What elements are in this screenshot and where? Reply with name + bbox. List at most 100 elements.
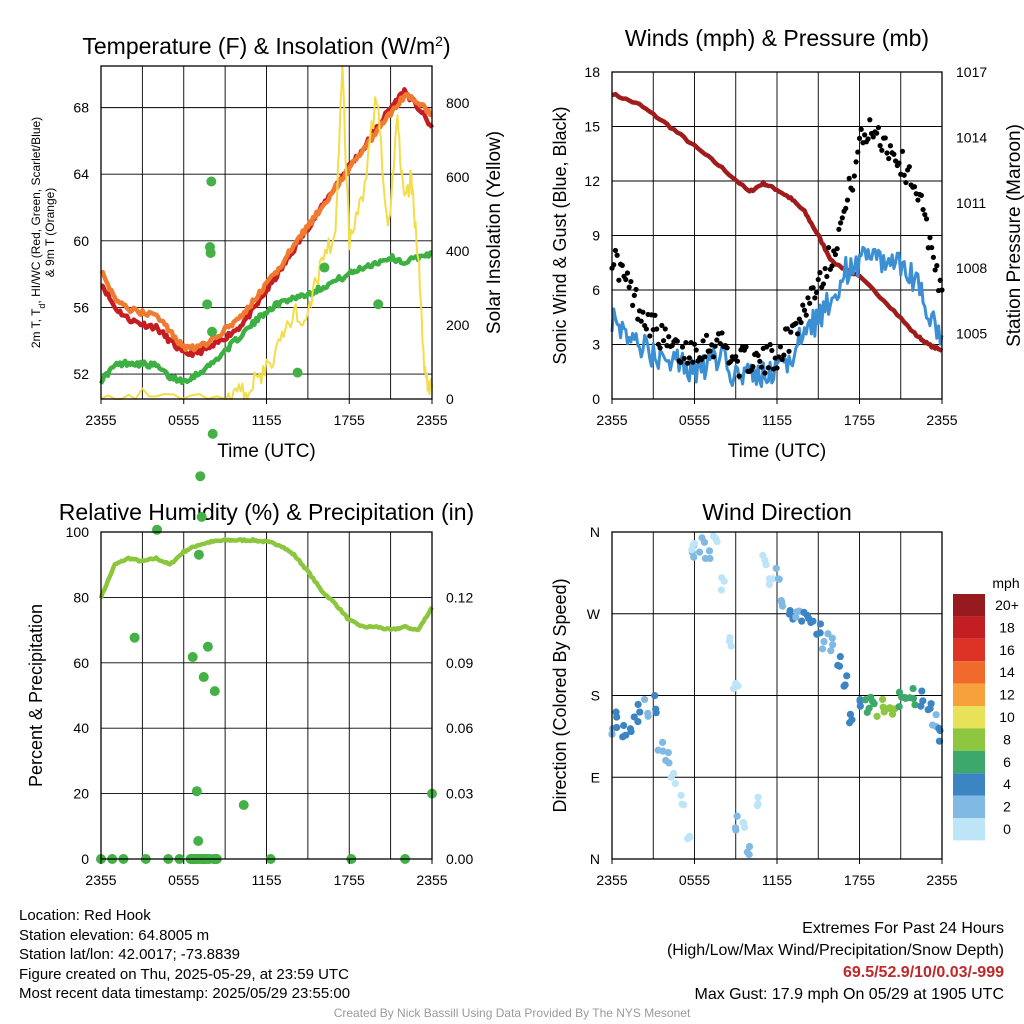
gust-point <box>920 206 926 213</box>
x-tick-label: 2355 <box>926 872 957 888</box>
gust-point <box>693 347 699 353</box>
wind-direction-point <box>816 620 825 628</box>
x-tick-label: 0555 <box>168 412 199 428</box>
precipitation-point <box>319 262 330 273</box>
gust-point <box>922 211 928 218</box>
colorbar-label: 16 <box>999 642 1015 658</box>
wind-direction-point <box>918 687 926 695</box>
extremes-title: Extremes For Past 24 Hours <box>802 920 1004 937</box>
gust-point <box>750 364 756 370</box>
gust-point <box>870 134 876 140</box>
gust-point <box>867 117 873 123</box>
wind-direction-point <box>613 723 621 732</box>
gust-point <box>843 205 849 211</box>
gust-point <box>712 343 718 349</box>
x-tick-label: 1155 <box>251 872 281 888</box>
gust-point <box>626 284 632 290</box>
gust-point <box>707 348 713 354</box>
gust-point <box>899 148 906 154</box>
wind-direction-point <box>774 575 783 583</box>
extremes-subtitle: (High/Low/Max Wind/Precipitation/Snow De… <box>666 942 1004 959</box>
gust-point <box>918 192 924 199</box>
wind-direction-point <box>727 642 735 650</box>
y2-tick-label: 0.12 <box>446 589 473 605</box>
max-gust: Max Gust: 17.9 mph On 05/29 at 1905 UTC <box>694 986 1005 1003</box>
colorbar-label: 14 <box>999 664 1015 680</box>
gust-point <box>616 277 622 283</box>
wind-direction-point <box>865 704 873 712</box>
y2-tick-label: 1008 <box>956 260 987 276</box>
x-tick-label: 1755 <box>844 872 875 888</box>
gust-point <box>652 312 658 318</box>
precipitation-point <box>202 299 213 310</box>
y2-tick-label: 0.09 <box>446 655 473 671</box>
gust-point <box>810 285 816 291</box>
wind-direction-point <box>634 700 642 709</box>
wind-direction-point <box>785 610 793 618</box>
wind-direction-point <box>828 634 836 642</box>
gust-point <box>710 354 717 360</box>
y-tick-label: 64 <box>73 166 89 182</box>
y2-tick-label: 0.03 <box>446 786 473 802</box>
wind-direction-point <box>627 727 635 736</box>
wind-direction-point <box>706 554 714 563</box>
gust-point <box>669 342 675 349</box>
wind-direction-point <box>640 695 649 704</box>
gust-point <box>674 338 680 344</box>
precipitation-point <box>292 367 303 378</box>
gust-point <box>623 276 629 283</box>
wind-direction-point <box>712 534 720 543</box>
y2-axis-label: Solar Insolation (Yellow) <box>484 131 505 334</box>
gust-point <box>798 319 804 326</box>
wind-direction-point <box>807 618 815 627</box>
title-tail: ) <box>443 33 451 59</box>
wind-direction-point <box>836 652 844 661</box>
wind-direction-point <box>901 693 909 702</box>
wind-direction-point <box>718 574 726 582</box>
gust-point <box>758 364 765 370</box>
relative-humidity-line <box>98 536 434 633</box>
precipitation-point <box>195 471 206 482</box>
chart-title: Wind Direction <box>702 499 852 525</box>
y-tick-label: 52 <box>73 366 89 382</box>
wind-direction-point <box>684 835 692 843</box>
x-tick-label: 2355 <box>85 412 116 428</box>
station-location: Location: Red Hook <box>19 907 151 924</box>
gust-point <box>929 244 935 251</box>
gust-point <box>877 143 883 149</box>
wind-direction-point <box>878 695 887 704</box>
gust-point <box>930 254 937 260</box>
y2-tick-label: 1011 <box>956 195 986 211</box>
wind-direction-point <box>888 710 897 718</box>
gust-point <box>690 359 696 365</box>
wind-direction-point <box>613 713 621 721</box>
colorbar-swatch <box>953 818 985 841</box>
wind-direction-point <box>873 712 881 720</box>
gust-point <box>700 338 706 344</box>
wind-direction-point <box>679 801 688 809</box>
gust-point <box>691 341 698 347</box>
recent-data-timestamp: Most recent data timestamp: 2025/05/29 2… <box>19 985 351 1002</box>
station-info: Location: Red Hook Station elevation: 64… <box>19 906 350 1004</box>
gust-point <box>734 358 741 364</box>
2m-td-line <box>98 250 433 386</box>
x-tick-label: 0555 <box>679 872 710 888</box>
credit-line: Created By Nick Bassill Using Data Provi… <box>333 1006 691 1020</box>
y2-tick-label: 800 <box>446 95 470 111</box>
colorbar-label: 6 <box>1003 754 1011 770</box>
gust-point <box>767 341 773 348</box>
colorbar-label: 12 <box>999 687 1015 703</box>
wind-direction-point <box>761 556 769 564</box>
y-axis-label-tail: , HI/WC (Red, Green, Scarlet/Blue) <box>29 117 43 304</box>
gust-point <box>679 344 686 350</box>
wind-direction-point <box>664 748 672 757</box>
gust-point <box>886 155 892 162</box>
gust-point <box>874 130 880 136</box>
x-tick-label: 2355 <box>926 412 957 428</box>
station-elevation: Station elevation: 64.8005 m <box>19 926 210 944</box>
x-tick-label: 2355 <box>416 412 447 428</box>
gust-point <box>927 235 933 241</box>
wind-direction-point <box>846 710 854 718</box>
precipitation-point <box>193 549 204 560</box>
gust-point <box>882 135 888 141</box>
